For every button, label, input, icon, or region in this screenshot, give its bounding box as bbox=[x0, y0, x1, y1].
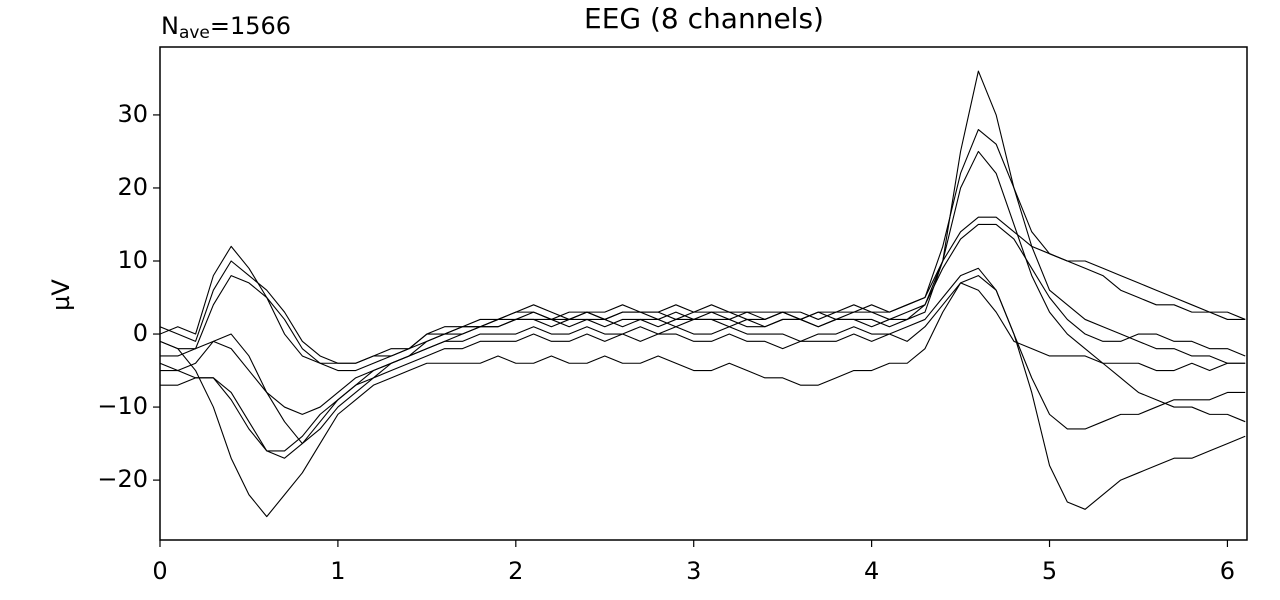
x-tick-label: 2 bbox=[508, 557, 523, 585]
annotation-subscript: ave bbox=[179, 23, 210, 43]
y-tick-label: 10 bbox=[117, 246, 148, 274]
x-tick-label: 0 bbox=[152, 557, 167, 585]
channel-line bbox=[160, 223, 1246, 445]
y-tick-label: −20 bbox=[97, 465, 148, 493]
x-tick-label: 5 bbox=[1042, 557, 1057, 585]
channel-line bbox=[160, 282, 1246, 518]
annotation: Nave=1566 bbox=[161, 12, 291, 43]
chart-title: EEG (8 channels) bbox=[584, 2, 824, 35]
y-tick-label: −10 bbox=[97, 392, 148, 420]
annotation-symbol: N bbox=[161, 12, 179, 40]
channel-line bbox=[160, 128, 1246, 364]
y-tick-label: 0 bbox=[133, 319, 148, 347]
y-tick-label: 20 bbox=[117, 173, 148, 201]
y-tick-label: 30 bbox=[117, 100, 148, 128]
annotation-text: =1566 bbox=[210, 12, 291, 40]
channel-line bbox=[160, 150, 1246, 423]
plot-frame bbox=[159, 46, 1248, 541]
x-tick-label: 4 bbox=[864, 557, 879, 585]
channel-line bbox=[160, 216, 1246, 415]
y-axis-label: µV bbox=[47, 279, 75, 311]
x-tick-label: 1 bbox=[330, 557, 345, 585]
x-tick-label: 6 bbox=[1220, 557, 1235, 585]
x-tick-label: 3 bbox=[686, 557, 701, 585]
channel-line bbox=[160, 275, 1246, 510]
